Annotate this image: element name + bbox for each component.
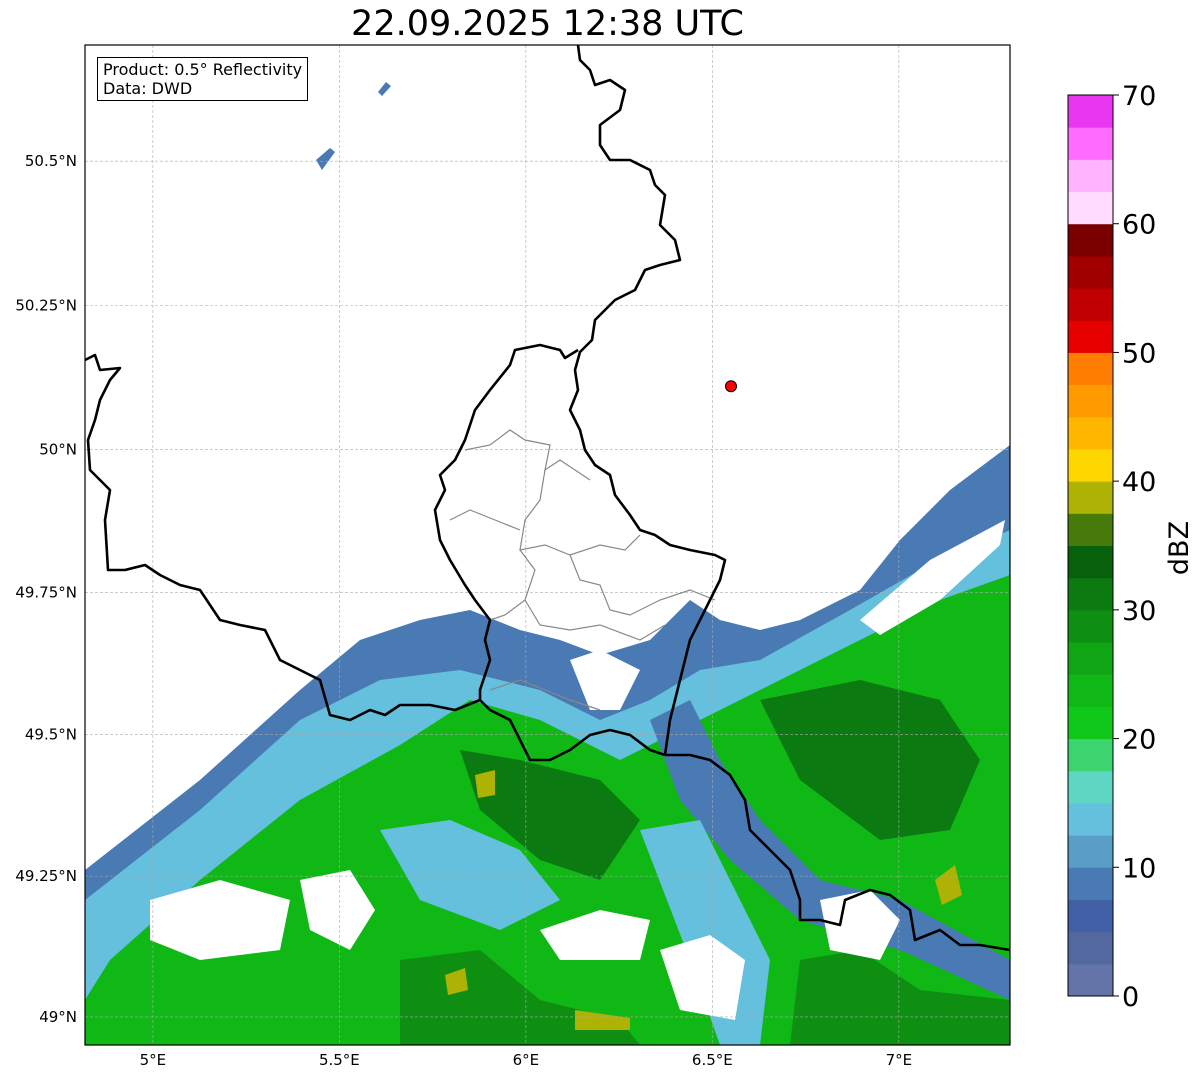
colorbar-bin — [1068, 642, 1113, 675]
echo-gap — [660, 935, 745, 1020]
colorbar-bin — [1068, 384, 1113, 418]
colorbar-bin — [1068, 127, 1113, 160]
colorbar-tick-label: 0 — [1122, 982, 1139, 1013]
colorbar-tick-label: 50 — [1122, 338, 1156, 369]
lat-tick-label: 49.5°N — [25, 726, 77, 744]
colorbar-tick-label: 40 — [1122, 467, 1156, 498]
colorbar-tick-label: 20 — [1122, 725, 1156, 756]
colorbar-bin — [1068, 513, 1113, 546]
colorbar-bin — [1068, 738, 1113, 772]
map-title: 22.09.2025 12:38 UTC — [351, 4, 744, 44]
lon-tick-label: 6°E — [513, 1051, 540, 1069]
lat-tick-label: 50.5°N — [25, 152, 77, 170]
echo-gap — [570, 650, 640, 710]
colorbar-frame — [1067, 94, 1114, 997]
echo-core3 — [445, 968, 468, 995]
echo-stripe-cyan — [380, 820, 560, 930]
colorbar-bin — [1068, 706, 1113, 740]
colorbar-bin — [1068, 674, 1113, 707]
lon-tick-label: 7°E — [886, 1051, 913, 1069]
colorbar-bin — [1068, 288, 1113, 321]
lat-tick-label: 50°N — [39, 440, 77, 458]
lat-tick-label: 49.25°N — [15, 867, 77, 885]
lon-tick-label: 5°E — [140, 1051, 167, 1069]
lon-tick-label: 5.5°E — [319, 1051, 360, 1069]
lat-tick-label: 49.75°N — [15, 583, 77, 601]
colorbar-bin — [1068, 770, 1113, 804]
axis-ticks: 5°E 5.5°E 6°E 6.5°E 7°E 50.5°N 50.25°N 50°N 49.7… — [15, 152, 912, 1069]
radar-echoes — [85, 82, 1010, 1045]
echo-core2 — [935, 865, 962, 905]
echo-gap — [150, 880, 290, 960]
location-marker — [725, 380, 738, 393]
colorbar-bin — [1068, 577, 1113, 611]
country-borders — [84, 44, 1011, 952]
colorbar-bin — [1068, 448, 1113, 482]
colorbar-bin — [1068, 609, 1113, 643]
product-label: Product: 0.5° Reflectivity — [103, 60, 303, 79]
colorbar-bin — [1068, 416, 1113, 450]
colorbar-bin — [1068, 931, 1113, 965]
colorbar-tick-label: 70 — [1122, 81, 1156, 112]
colorbar-tick-label: 10 — [1122, 853, 1156, 884]
country-borders-internal — [449, 429, 716, 711]
colorbar-bin — [1068, 255, 1113, 289]
colorbar-bin — [1068, 481, 1113, 514]
lat-tick-label: 49°N — [39, 1008, 77, 1026]
echo-strong4 — [790, 950, 1010, 1045]
gridlines — [85, 45, 1010, 1045]
echo-strong — [460, 750, 640, 880]
colorbar-bin — [1068, 835, 1113, 868]
lon-tick-label: 6.5°E — [692, 1051, 733, 1069]
echo-gap — [540, 910, 650, 960]
echo-core — [475, 770, 495, 798]
colorbar-bin — [1068, 899, 1113, 933]
echo-core4 — [575, 1010, 630, 1030]
colorbar: 0 10 20 30 40 50 60 70 — [1067, 81, 1156, 1013]
colorbar-bin — [1068, 802, 1113, 836]
info-box: Product: 0.5° Reflectivity Data: DWD — [97, 57, 309, 101]
colorbar-bin — [1068, 320, 1113, 353]
colorbar-bin — [1068, 867, 1113, 900]
map-frame — [84, 44, 1011, 1046]
colorbar-bin — [1068, 191, 1113, 225]
colorbar-bin — [1068, 545, 1113, 579]
colorbar-tick-label: 60 — [1122, 210, 1156, 241]
colorbar-bin — [1068, 95, 1113, 128]
echo-stripe-blue — [650, 700, 1010, 1000]
echo-gap — [860, 520, 1005, 635]
echo-gap — [300, 870, 375, 950]
colorbar-tick-label: 30 — [1122, 596, 1156, 627]
echo-gap — [820, 890, 900, 960]
data-source-label: Data: DWD — [103, 79, 193, 98]
echo-small — [316, 148, 335, 170]
lat-tick-label: 50.25°N — [15, 297, 77, 315]
colorbar-bin — [1068, 159, 1113, 193]
colorbar-bin — [1068, 223, 1113, 257]
colorbar-bin — [1068, 352, 1113, 386]
colorbar-label: dBZ — [1164, 521, 1195, 575]
echo-small — [378, 82, 391, 96]
echo-strong2 — [760, 680, 980, 840]
colorbar-bin — [1068, 963, 1113, 997]
